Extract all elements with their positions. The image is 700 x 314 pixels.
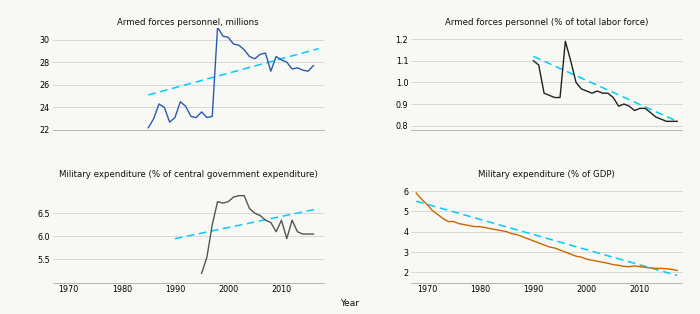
Text: Year: Year — [340, 299, 360, 308]
Title: Armed forces personnel (% of total labor force): Armed forces personnel (% of total labor… — [445, 18, 648, 27]
Title: Military expenditure (% of central government expenditure): Military expenditure (% of central gover… — [59, 171, 318, 179]
Title: Armed forces personnel, millions: Armed forces personnel, millions — [118, 18, 259, 27]
Title: Military expenditure (% of GDP): Military expenditure (% of GDP) — [478, 171, 615, 179]
